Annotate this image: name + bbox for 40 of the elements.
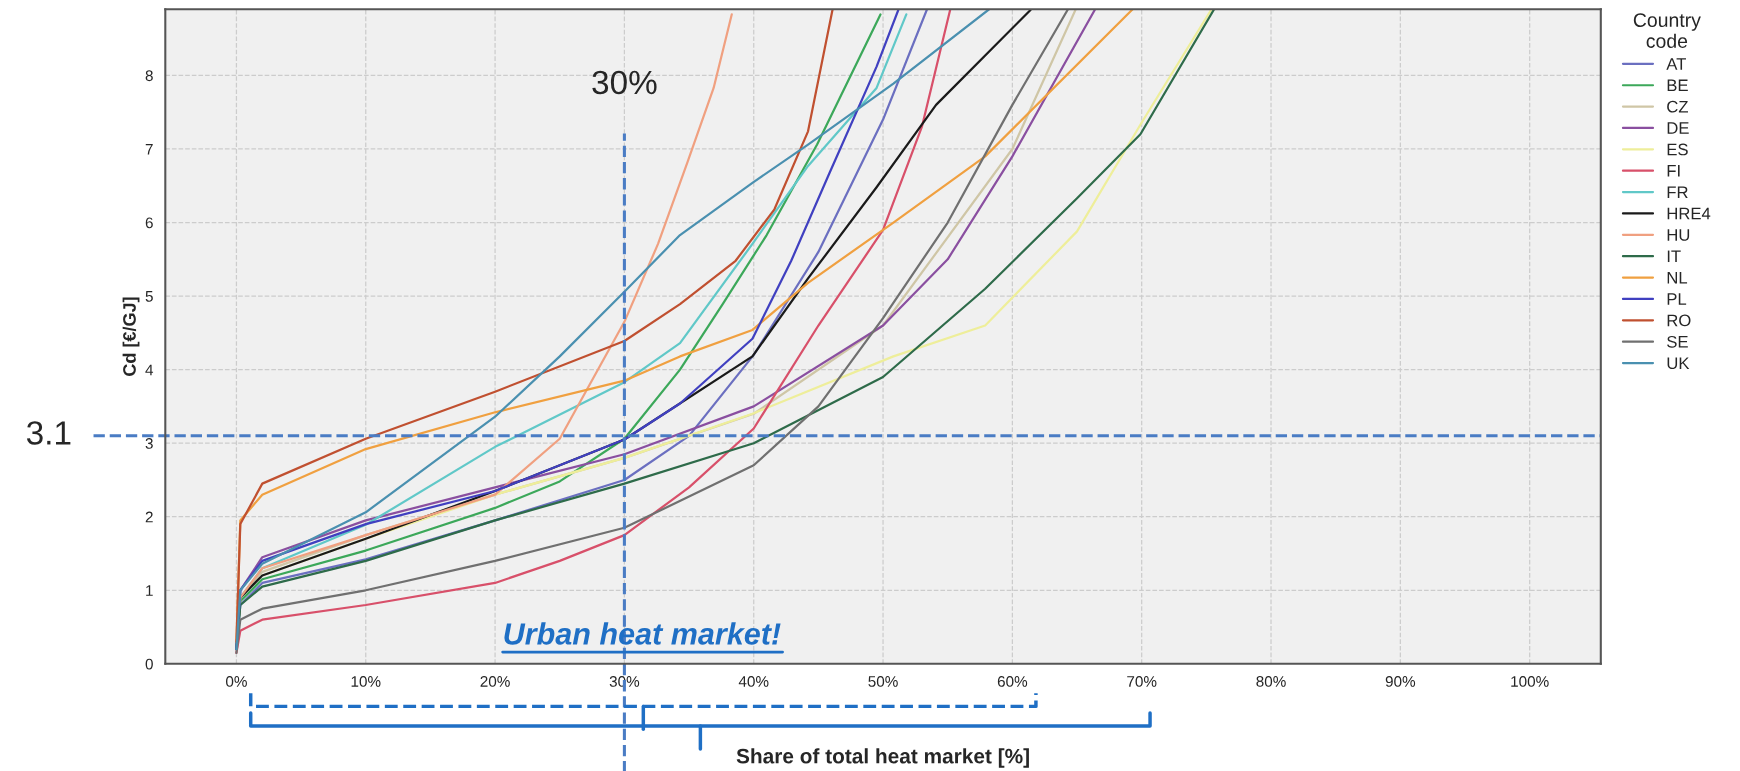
x-tick-label: 40% — [738, 676, 769, 687]
x-axis-title: Share of total heat market [%] — [736, 748, 1029, 768]
legend-label: BE — [1667, 79, 1688, 92]
x-tick-label: 0% — [225, 676, 247, 687]
x-tick-label: 100% — [1511, 676, 1549, 687]
x-tick-label: 50% — [868, 676, 898, 687]
x-tick-label: 90% — [1385, 676, 1416, 687]
legend-label: AT — [1666, 58, 1686, 70]
legend-label: IT — [1667, 250, 1681, 263]
y-tick-label: 6 — [145, 217, 153, 229]
y-tick-label: 7 — [145, 144, 153, 155]
x-tick-label: 10% — [351, 676, 381, 687]
x-tick-label: 60% — [997, 676, 1028, 687]
legend-label: RO — [1667, 314, 1691, 327]
legend-label: NL — [1667, 271, 1688, 284]
legend-label: HU — [1667, 229, 1690, 241]
legend-label: PL — [1667, 293, 1687, 305]
legend-label: HRE4 — [1667, 207, 1711, 220]
x-tick-label: 80% — [1256, 676, 1286, 687]
legend-title: Country code — [1633, 13, 1701, 48]
legend-label: UK — [1667, 357, 1690, 370]
legend-label: SE — [1667, 335, 1688, 348]
annotation: Urban heat market! — [504, 622, 781, 645]
y-tick-label: 3 — [145, 438, 153, 449]
ref-line-label: 30% — [592, 70, 657, 95]
y-tick-label: 4 — [145, 364, 154, 376]
x-tick-label: 70% — [1127, 676, 1157, 687]
y-tick-label: 0 — [145, 658, 153, 670]
legend-label: ES — [1667, 143, 1688, 156]
legend-label: FI — [1667, 165, 1680, 177]
legend-label: DE — [1667, 122, 1689, 134]
y-tick-label: 1 — [146, 585, 153, 596]
y-tick-label: 2 — [145, 511, 153, 523]
legend-label: CZ — [1667, 100, 1689, 113]
x-tick-label: 20% — [480, 676, 510, 687]
ref-line-label: 3.1 — [26, 421, 71, 445]
y-tick-label: 8 — [145, 70, 153, 82]
legend-label: FR — [1667, 186, 1688, 198]
y-tick-label: 5 — [145, 291, 153, 302]
y-axis-title: Cd [€/GJ] — [122, 297, 140, 376]
